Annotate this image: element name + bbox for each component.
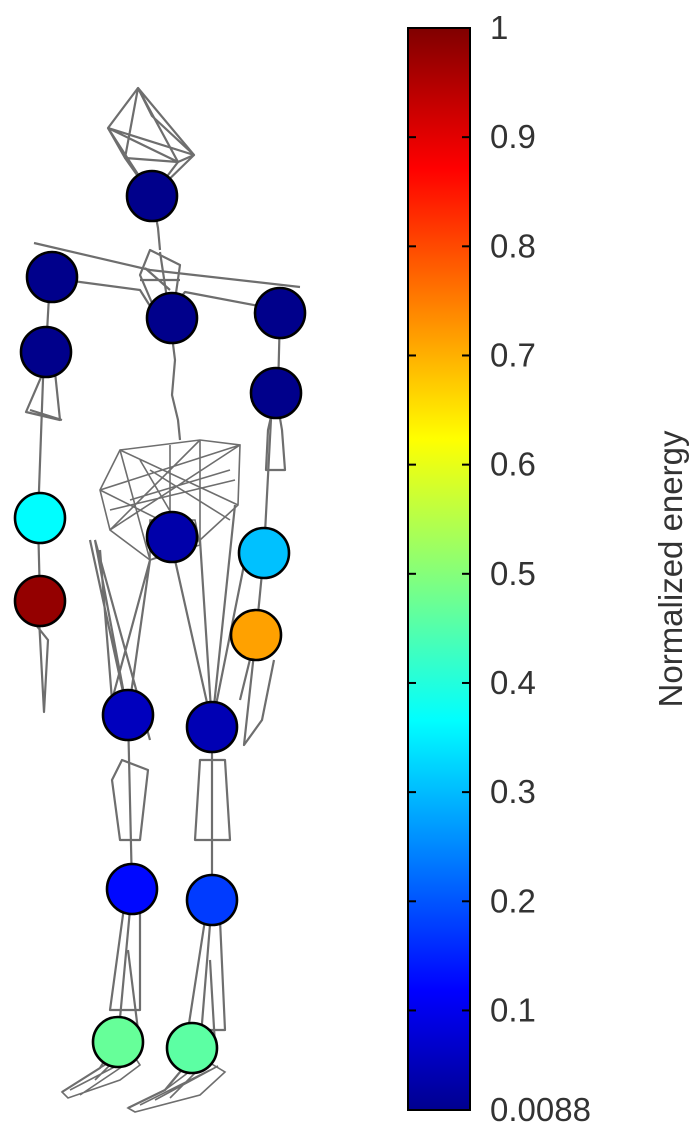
joint-left-foot bbox=[165, 1021, 219, 1075]
colorbar-ticks: 1 0.9 0.8 0.7 0.6 0.5 0.4 0.3 0.2 0.1 0.0088 bbox=[408, 9, 591, 1128]
joint-right-shoulder bbox=[25, 250, 79, 304]
joint-neck bbox=[145, 291, 199, 345]
joint-right-foot bbox=[91, 1015, 145, 1069]
colorbar-tick-label: 0.2 bbox=[490, 882, 536, 919]
joint-left-knee bbox=[185, 873, 239, 927]
colorbar-gradient bbox=[407, 27, 471, 1111]
colorbar-tick-label: 0.1 bbox=[490, 991, 536, 1028]
joint-right-hip bbox=[101, 688, 155, 742]
joint-left-hand bbox=[229, 608, 283, 662]
colorbar-tick-label: 0.8 bbox=[490, 227, 536, 264]
joint-right-wrist bbox=[13, 491, 67, 545]
joint-right-elbow bbox=[19, 325, 73, 379]
colorbar-tick-label: 0.5 bbox=[490, 555, 536, 592]
colorbar: 1 0.9 0.8 0.7 0.6 0.5 0.4 0.3 0.2 0.1 0.0088 Norma… bbox=[407, 9, 689, 1128]
colorbar-tick-label: 0.7 bbox=[490, 336, 536, 373]
joint-right-knee bbox=[105, 862, 159, 916]
skeleton-wireframe bbox=[24, 86, 301, 1113]
joint-left-wrist bbox=[237, 526, 291, 580]
joint-left-elbow bbox=[249, 366, 303, 420]
joint-right-hand bbox=[13, 574, 67, 628]
colorbar-tick-label: 0.6 bbox=[490, 446, 536, 483]
colorbar-tick-label: 0.0088 bbox=[490, 1091, 591, 1128]
colorbar-tick-label: 1 bbox=[490, 9, 508, 46]
legs-mesh bbox=[88, 504, 247, 1049]
colorbar-label: Normalized energy bbox=[652, 430, 689, 707]
colorbar-tick-label: 0.9 bbox=[490, 118, 536, 155]
joint-left-shoulder bbox=[253, 286, 307, 340]
joint-pelvis bbox=[145, 510, 199, 564]
joint-left-hip bbox=[185, 700, 239, 754]
joint-markers bbox=[13, 169, 307, 1075]
colorbar-tick-label: 0.3 bbox=[490, 773, 536, 810]
joint-head bbox=[125, 169, 179, 223]
colorbar-tick-label: 0.4 bbox=[490, 664, 536, 701]
